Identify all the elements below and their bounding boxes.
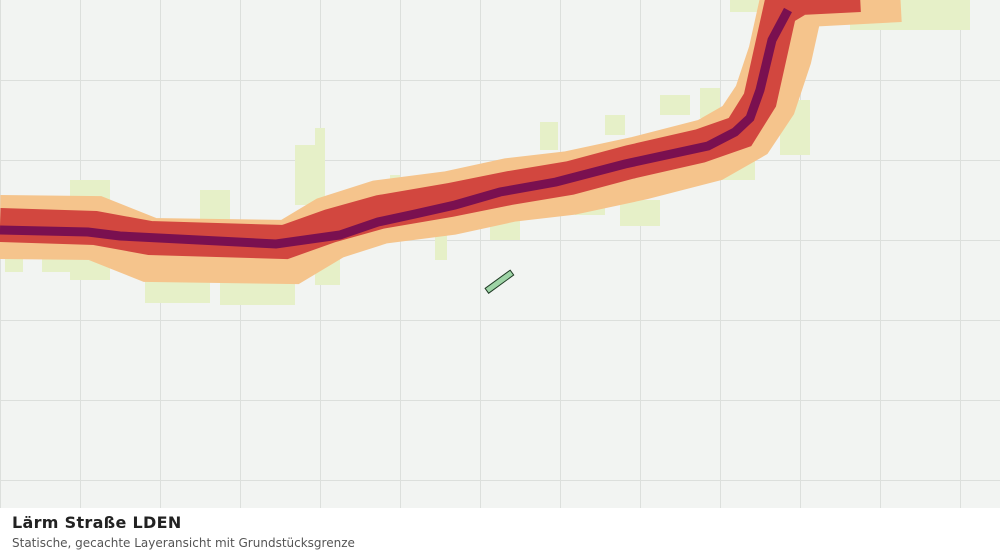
map-subtitle: Statische, gecachte Layeransicht mit Gru… xyxy=(12,536,355,550)
parcel-boundary xyxy=(484,269,515,294)
noise-bands xyxy=(0,0,902,285)
map xyxy=(0,0,1000,508)
map-title: Lärm Straße LDEN xyxy=(12,513,182,532)
